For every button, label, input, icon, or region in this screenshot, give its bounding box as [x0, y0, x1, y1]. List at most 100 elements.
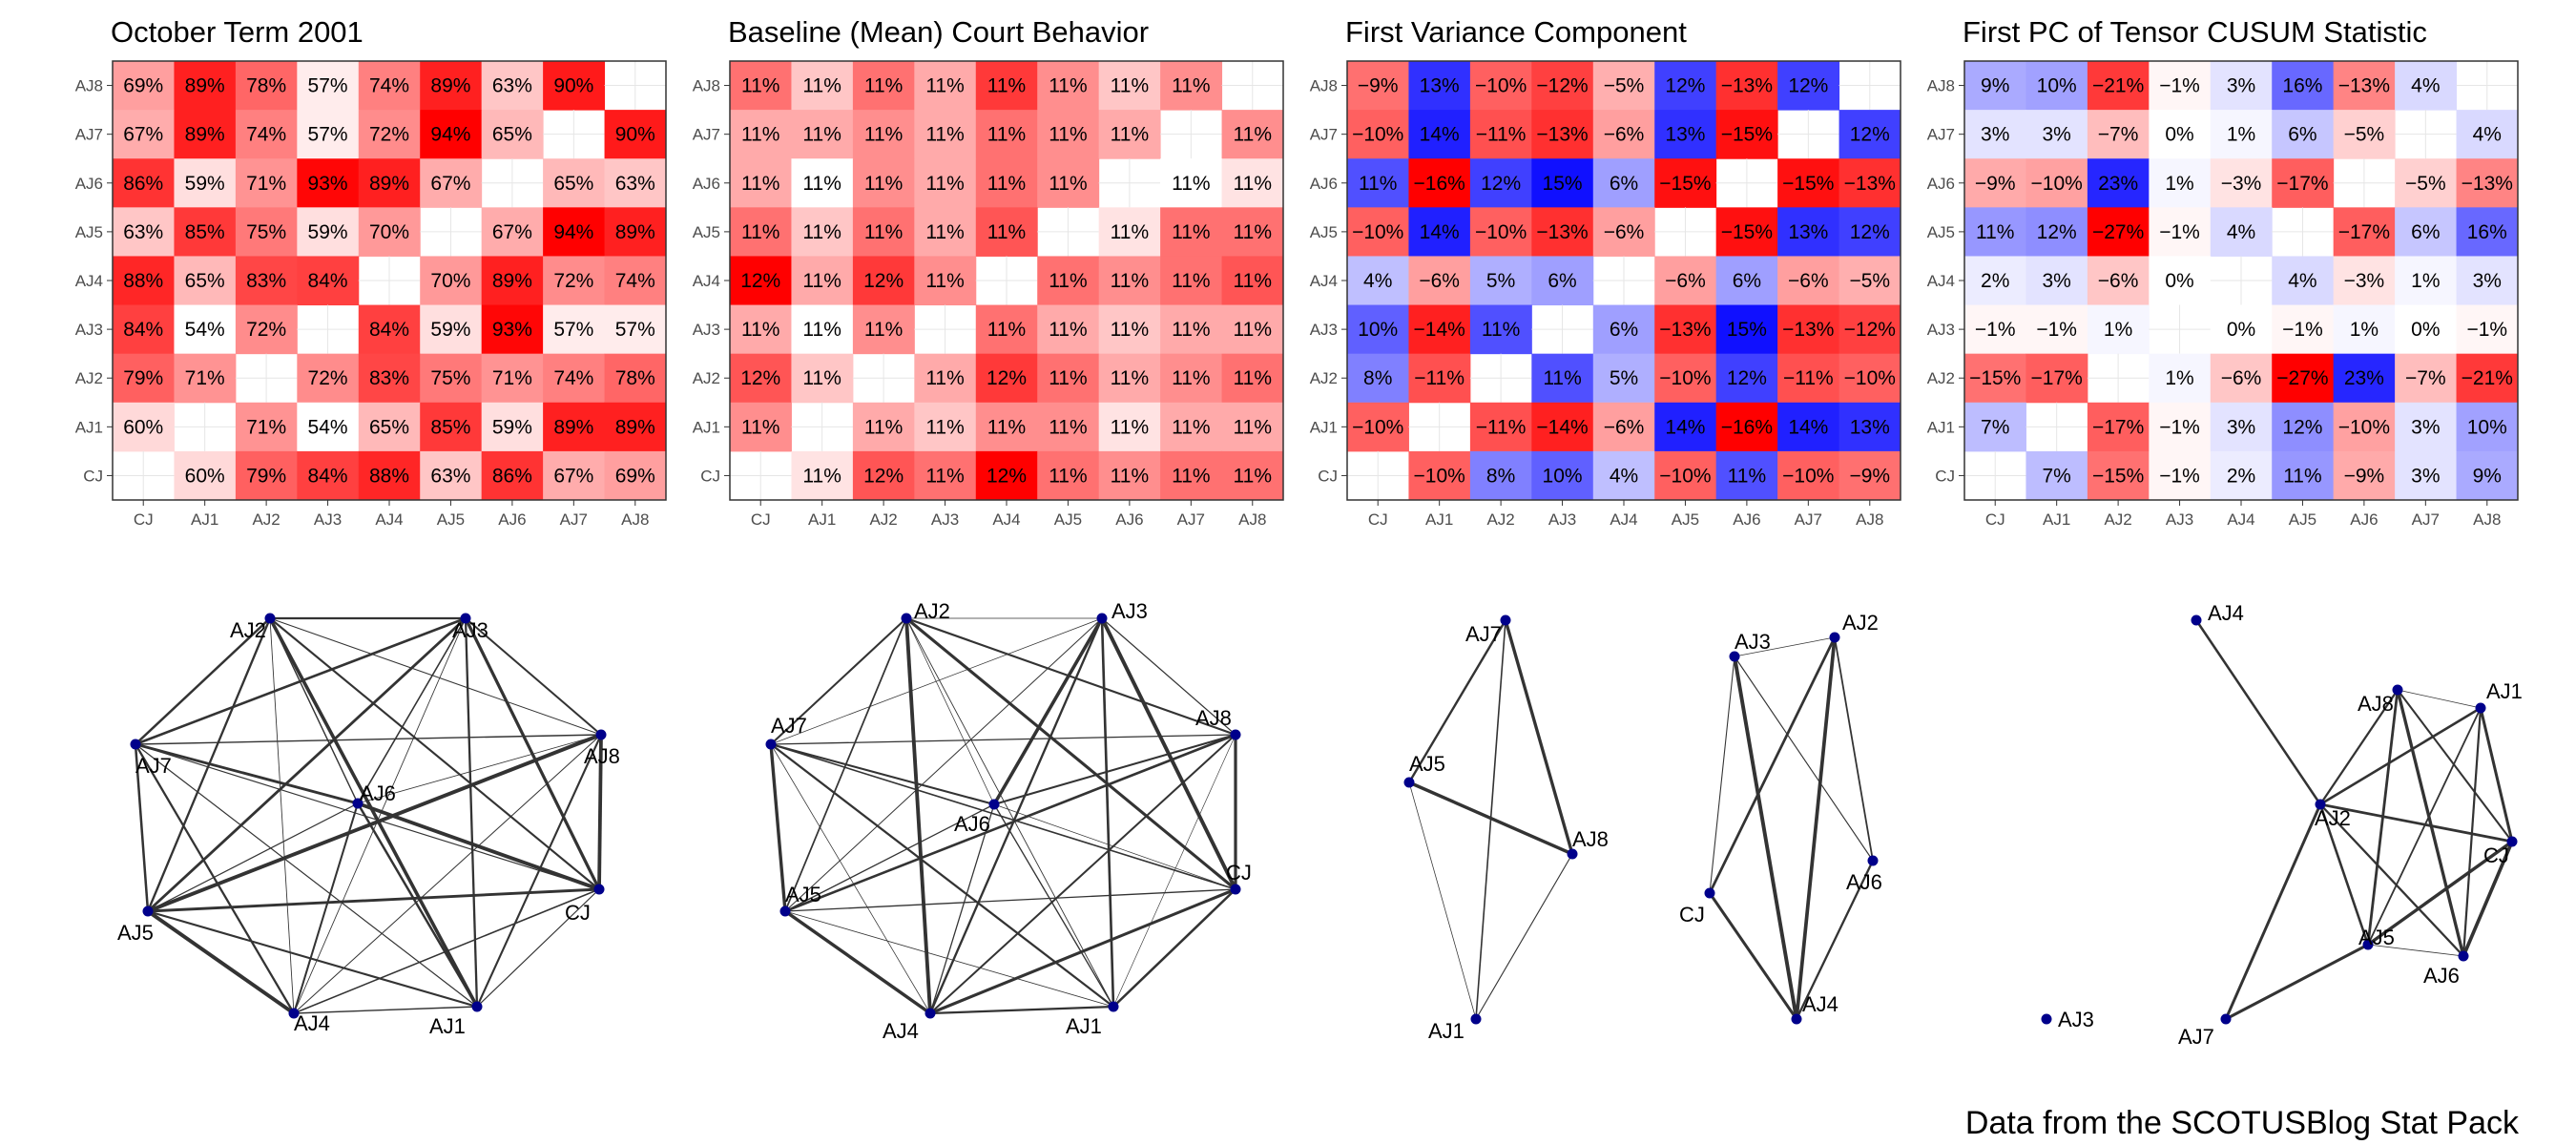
heatmap-cell — [1408, 61, 1471, 111]
heatmap-cell — [235, 158, 298, 208]
heatmap-cell — [1777, 158, 1840, 208]
heatmap-cell — [543, 61, 606, 111]
heatmap-cell — [420, 256, 483, 306]
cell-label: 11% — [1049, 270, 1087, 292]
heatmap-cell — [420, 61, 483, 111]
cell-label: 11% — [1728, 465, 1766, 487]
network-edge — [1408, 781, 1477, 1020]
cell-label: 75% — [430, 367, 470, 389]
heatmap-cell — [1347, 256, 1409, 306]
heatmap-cell — [1469, 402, 1532, 452]
heatmap-cell — [1098, 110, 1161, 159]
network-node — [1704, 887, 1715, 899]
x-tick-label: CJ — [751, 510, 771, 529]
cell-label: 12% — [987, 367, 1027, 389]
cell-label: 60% — [123, 416, 163, 438]
heatmap-cell — [420, 450, 483, 501]
cell-label: 11% — [1111, 221, 1149, 243]
cell-label: 74% — [553, 367, 593, 389]
heatmap-cell — [852, 304, 915, 355]
heatmap-cell — [1654, 353, 1717, 404]
cell-label: 16% — [2467, 221, 2507, 243]
heatmap-cell — [1347, 402, 1409, 452]
network-edge — [1708, 892, 1798, 1020]
cell-label: 84% — [308, 270, 348, 292]
network-edge — [770, 734, 1236, 745]
network-node — [288, 1008, 300, 1019]
cell-label: 63% — [123, 221, 163, 243]
cell-label: 94% — [553, 221, 593, 243]
heatmap-cell — [2333, 207, 2396, 257]
cell-label: −5% — [2344, 124, 2385, 146]
cell-label: 89% — [492, 270, 532, 292]
network-edge — [1475, 853, 1573, 1020]
y-tick-label: AJ2 — [1927, 369, 1955, 387]
heatmap-cell — [2456, 110, 2519, 159]
heatmap-cell — [2333, 450, 2396, 501]
network-edge — [1407, 619, 1507, 783]
heatmap-cell — [1221, 207, 1284, 257]
heatmap-cell — [2025, 304, 2088, 355]
x-tick-label: AJ4 — [375, 510, 403, 529]
heatmap-cell — [2395, 353, 2458, 404]
cell-label: 11% — [864, 124, 903, 146]
network-edge — [597, 734, 603, 890]
cell-label: 11% — [2283, 465, 2321, 487]
cell-label: 57% — [308, 124, 348, 146]
cell-label: 86% — [492, 465, 532, 487]
network-edge — [268, 617, 479, 1008]
heatmap-cell — [297, 450, 360, 501]
heatmap-cell — [1964, 110, 2026, 159]
cell-label: 3% — [2227, 75, 2255, 97]
heatmap-cell — [2456, 256, 2519, 306]
cell-label: −13% — [1536, 221, 1588, 243]
network-edge — [2319, 803, 2464, 957]
heatmap-cell — [1964, 61, 2026, 111]
heatmap-cell — [1531, 256, 1594, 306]
heatmap-cell — [852, 61, 915, 111]
cell-label: 11% — [1111, 270, 1149, 292]
network-node — [130, 739, 141, 750]
x-tick-label: AJ1 — [808, 510, 836, 529]
cell-label: −1% — [2282, 319, 2323, 341]
network-node — [1108, 1001, 1119, 1012]
network-edge — [2319, 802, 2513, 843]
network-edge — [147, 616, 467, 913]
heatmap-cell — [543, 402, 606, 452]
heatmap-cell — [730, 61, 792, 111]
heatmap-cell — [1654, 450, 1717, 501]
heatmap-cell — [2456, 158, 2519, 208]
cell-label: −15% — [1782, 173, 1834, 195]
heatmap-cell — [2272, 110, 2335, 159]
heatmap-cell — [1654, 158, 1717, 208]
network-edge — [2462, 841, 2514, 957]
cell-label: 6% — [2288, 124, 2316, 146]
heatmap-cell — [2395, 207, 2458, 257]
cell-label: 23% — [2098, 173, 2138, 195]
cell-label: 11% — [1172, 367, 1210, 389]
cell-label: 23% — [2344, 367, 2384, 389]
y-tick-label: AJ8 — [75, 77, 103, 95]
heatmap-cell — [1160, 256, 1223, 306]
cell-label: 94% — [430, 124, 470, 146]
cell-label: 3% — [2411, 416, 2440, 438]
cell-label: 74% — [615, 270, 655, 292]
heatmap-cell — [481, 450, 544, 501]
heatmap-cell — [2025, 110, 2088, 159]
cell-label: −13% — [1721, 75, 1773, 97]
heatmap-cell — [1964, 402, 2026, 452]
cell-label: 3% — [2042, 124, 2070, 146]
network-node — [1230, 729, 1241, 740]
y-tick-label: AJ3 — [693, 321, 720, 339]
cell-label: 59% — [185, 173, 225, 195]
heatmap-cell — [2025, 207, 2088, 257]
y-tick-label: AJ4 — [693, 272, 720, 290]
node-label: AJ5 — [2358, 926, 2395, 949]
heatmap-cell — [852, 207, 915, 257]
cell-label: 11% — [925, 124, 964, 146]
heatmap-cell — [1777, 402, 1840, 452]
network-edge — [1100, 617, 1115, 1008]
cell-label: −16% — [1721, 416, 1773, 438]
heatmap-cell — [604, 256, 667, 306]
cell-label: 74% — [369, 75, 409, 97]
